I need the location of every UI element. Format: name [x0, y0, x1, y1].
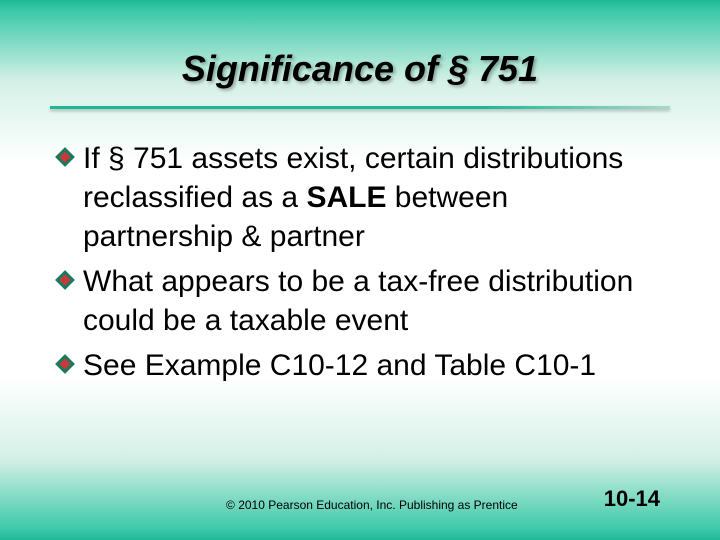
bullet-icon	[55, 354, 75, 374]
bullet-text: If § 751 assets exist, certain distribut…	[83, 139, 665, 256]
bullet-item: What appears to be a tax-free distributi…	[55, 262, 665, 340]
slide-title: Significance of § 751	[50, 48, 670, 90]
bullet-item: If § 751 assets exist, certain distribut…	[55, 139, 665, 256]
copyright-text: © 2010 Pearson Education, Inc. Publishin…	[60, 498, 604, 512]
bullet-icon	[55, 147, 75, 167]
title-divider	[50, 106, 670, 109]
bullet-text: See Example C10-12 and Table C10-1	[83, 346, 596, 385]
bullet-item: See Example C10-12 and Table C10-1	[55, 346, 665, 385]
footer: © 2010 Pearson Education, Inc. Publishin…	[50, 486, 670, 520]
page-number: 10-14	[604, 486, 660, 512]
slide-container: Significance of § 751 If § 751 assets ex…	[0, 0, 720, 540]
bullet-icon	[55, 270, 75, 290]
content-area: If § 751 assets exist, certain distribut…	[50, 139, 670, 486]
bullet-text: What appears to be a tax-free distributi…	[83, 262, 665, 340]
